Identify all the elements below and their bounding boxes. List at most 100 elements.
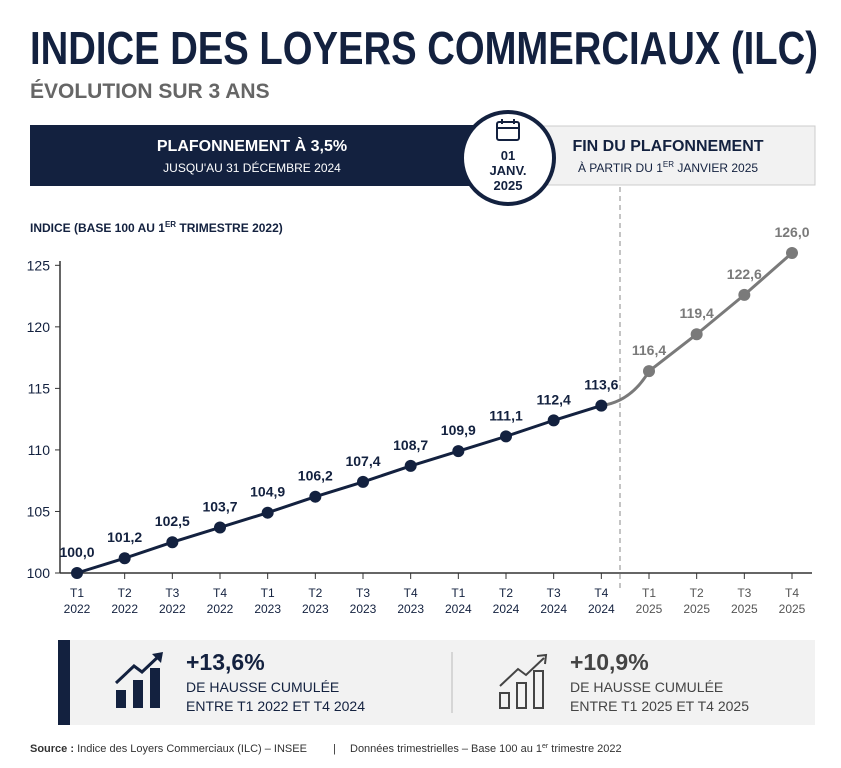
point (71, 567, 83, 579)
date-year: 2025 (494, 178, 523, 193)
value-label: 116,4 (632, 342, 666, 358)
summary-text: DE HAUSSE CUMULÉE (186, 679, 339, 695)
value-label: 126,0 (774, 224, 809, 240)
y-axis-label: INDICE (BASE 100 AU 1ER TRIMESTRE 2022) (30, 220, 283, 235)
x-tick-label: 2022 (159, 602, 186, 616)
point (357, 475, 369, 488)
banner-title: FIN DU PLAFONNEMENT (572, 138, 763, 155)
value-label: 103,7 (202, 498, 237, 514)
value-label: 111,1 (489, 407, 523, 423)
y-tick-label: 115 (28, 380, 51, 396)
value-label: 100,0 (59, 544, 94, 560)
y-tick-label: 105 (27, 503, 51, 519)
x-tick-label: T3 (737, 586, 751, 600)
value-label: 112,4 (537, 391, 571, 407)
x-tick-label: T1 (261, 586, 275, 600)
point (166, 536, 179, 549)
x-tick-label: T2 (499, 586, 513, 600)
value-label: 101,2 (107, 529, 142, 545)
x-tick-label: 2022 (64, 602, 91, 616)
x-tick-label: 2024 (588, 602, 615, 616)
text-part: JANVIER 2025 (674, 161, 758, 175)
date-day: 01 (501, 148, 515, 163)
x-tick-label: 2025 (683, 602, 710, 616)
superscript: ER (165, 220, 176, 229)
superscript: er (542, 743, 549, 750)
banner-title: PLAFONNEMENT À 3,5% (157, 136, 347, 155)
chart-icon (499, 653, 548, 709)
point (452, 445, 465, 458)
point (500, 430, 512, 443)
summary-value: +13,6% (186, 649, 265, 675)
calendar-icon (496, 119, 520, 141)
value-label: 113,6 (584, 377, 618, 393)
superscript: ER (663, 160, 674, 169)
chart-icon (114, 652, 163, 708)
x-tick-label: T3 (356, 586, 370, 600)
title: INDICE DES LOYERS COMMERCIAUX (ILC) (30, 22, 818, 74)
value-label: 108,7 (393, 437, 428, 453)
x-tick-label: T2 (308, 586, 322, 600)
date-badge (460, 110, 556, 206)
x-tick-label: 2024 (445, 602, 472, 616)
banner-text: JUSQU'AU 31 DÉCEMBRE 2024 (163, 160, 341, 175)
x-tick-label: 2022 (207, 602, 234, 616)
banner-text: À PARTIR DU 1ER JANVIER 2025 (578, 160, 758, 175)
summary-text: DE HAUSSE CUMULÉE (570, 679, 723, 695)
text-part: INDICE (BASE 100 AU 1 (30, 221, 165, 235)
x-tick-label: 2023 (302, 602, 329, 616)
value-label: 109,9 (441, 422, 476, 438)
x-tick-label: 2025 (779, 602, 806, 616)
x-tick-label: T1 (70, 586, 84, 600)
point (786, 247, 798, 259)
summary-value: +10,9% (570, 649, 649, 675)
x-tick-label: T2 (690, 586, 704, 600)
value-label: 106,2 (298, 468, 333, 484)
point (690, 328, 703, 341)
point (643, 365, 655, 378)
x-tick-label: T4 (213, 586, 227, 600)
x-tick-label: T1 (642, 586, 656, 600)
plot: 100 105 110 115 120 125 T1 2022 T2 2022 T3 2022 T4 20… (27, 224, 812, 616)
source: Source : Indice des Loyers Commerciaux (… (30, 743, 622, 755)
separator: | (333, 743, 336, 755)
x-tick-label: T3 (547, 586, 561, 600)
x-tick-label: 2023 (254, 602, 281, 616)
source-label: Source : (30, 743, 74, 755)
point (309, 490, 322, 503)
x-tick-label: 2023 (397, 602, 424, 616)
line (76, 404, 602, 575)
y-tick-label: 125 (27, 257, 51, 273)
summary-text: ENTRE T1 2022 ET T4 2024 (186, 698, 365, 714)
x-tick-label: 2023 (350, 602, 377, 616)
y-tick-label: 100 (27, 565, 51, 581)
x-tick-label: T3 (165, 586, 179, 600)
x-tick-label: 2025 (731, 602, 758, 616)
date-month: JANV. (489, 163, 526, 178)
text-part: TRIMESTRE 2022) (176, 221, 283, 235)
x-tick-label: 2022 (111, 602, 138, 616)
banner-left (30, 125, 475, 186)
source-note: trimestre 2022 (548, 743, 621, 755)
banner-right (519, 125, 816, 186)
line (648, 251, 793, 373)
x-tick-label: 2025 (636, 602, 663, 616)
value-label: 102,5 (155, 513, 190, 529)
y-tick-label: 110 (28, 442, 51, 458)
point (404, 459, 417, 472)
source-text: Indice des Loyers Commerciaux (ILC) – IN… (74, 743, 307, 755)
value-label: 122,6 (727, 266, 762, 282)
source-note: Données trimestrielles – Base 100 au 1 (350, 743, 542, 755)
x-tick-label: 2024 (540, 602, 567, 616)
summary-text: ENTRE T1 2025 ET T4 2025 (570, 698, 749, 714)
point (118, 552, 131, 565)
value-label: 104,9 (250, 484, 285, 500)
value-label: 107,4 (345, 453, 380, 469)
point (214, 521, 226, 534)
subtitle: ÉVOLUTION SUR 3 ANS (30, 80, 270, 103)
point (595, 399, 608, 412)
x-tick-label: 2024 (493, 602, 520, 616)
x-tick-label: T2 (118, 586, 132, 600)
x-tick-label: T4 (594, 586, 608, 600)
point (738, 288, 751, 301)
